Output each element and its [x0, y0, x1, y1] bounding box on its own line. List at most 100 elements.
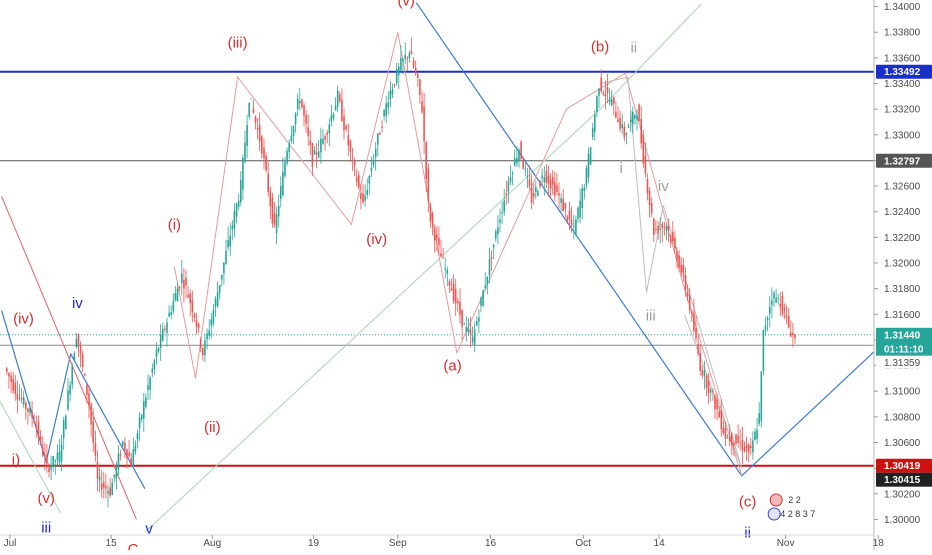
candle-body: [450, 288, 453, 291]
candle-body: [341, 99, 343, 121]
candle-body: [265, 155, 267, 171]
candle-body: [86, 384, 88, 395]
green-trendline-left[interactable]: [0, 389, 62, 514]
green-trendline[interactable]: [144, 3, 702, 533]
candle-body: [292, 126, 295, 136]
candle-body: [598, 88, 600, 96]
candle-body: [140, 414, 143, 420]
candle-body: [372, 160, 375, 166]
candle-body: [294, 113, 297, 125]
candle-body: [128, 452, 130, 457]
wave-label[interactable]: ii: [744, 524, 751, 541]
candle-body: [522, 161, 524, 169]
low-price-badge: 1.30415: [884, 475, 921, 486]
wave-label[interactable]: v: [145, 521, 153, 538]
candle-body: [541, 175, 543, 179]
candle-body: [237, 200, 240, 207]
price-tick-label: 1.33000: [884, 130, 921, 141]
wave-label[interactable]: (ii): [204, 419, 221, 436]
candle-body: [585, 167, 588, 186]
red-abc-wave-line[interactable]: [173, 32, 743, 476]
candle-body: [682, 264, 685, 274]
candle-body: [145, 397, 147, 407]
candle-body: [94, 443, 97, 456]
candle-body: [176, 288, 179, 302]
candle-body: [750, 445, 752, 448]
candle-body: [225, 250, 227, 264]
candle-body: [269, 190, 272, 207]
event-marker[interactable]: 2 2 4 2 8 3 7: [767, 493, 815, 521]
candle-body: [667, 226, 670, 231]
candle-body: [433, 228, 436, 241]
wave-label[interactable]: (iv): [366, 231, 387, 248]
candle-body: [317, 151, 320, 158]
candle-body: [69, 384, 71, 395]
wave-label[interactable]: iv: [658, 178, 669, 195]
candle-body: [400, 58, 402, 70]
candle-body: [629, 119, 632, 122]
candle-body: [790, 332, 792, 337]
wave-label[interactable]: iii: [646, 308, 656, 325]
candle-body: [640, 118, 642, 144]
wave-label[interactable]: (a): [443, 358, 461, 375]
candle-body: [193, 314, 196, 318]
candle-body: [351, 156, 354, 158]
candle-body: [202, 348, 204, 355]
event-flag-icon-2[interactable]: [767, 507, 781, 521]
candle-body: [446, 269, 449, 274]
candle-body: [212, 310, 215, 324]
candle-body: [305, 115, 307, 124]
price-tick-label: 1.33200: [884, 105, 921, 116]
wave-label[interactable]: C: [128, 541, 139, 555]
wave-label[interactable]: i): [12, 451, 20, 468]
candle-body: [457, 301, 459, 304]
wave-label[interactable]: (i): [168, 217, 181, 234]
wave-label[interactable]: (c): [739, 494, 757, 511]
candle-body: [79, 345, 82, 354]
candle-body: [663, 226, 666, 228]
level-badge-1.32797-bg: [876, 153, 932, 168]
candle-body: [758, 413, 760, 424]
price-tick-label: 1.30200: [884, 489, 921, 500]
candle-body: [22, 397, 25, 405]
candle-body: [516, 158, 518, 164]
candle-body: [452, 283, 455, 301]
candle-body: [159, 334, 162, 348]
wave-label[interactable]: (v): [397, 0, 415, 9]
price-tick-label: 1.33600: [884, 53, 921, 64]
candle-body: [756, 430, 758, 440]
event-flag-icon[interactable]: [769, 493, 783, 507]
candle-body: [570, 219, 573, 226]
candle-body: [760, 371, 763, 421]
candle-body: [115, 464, 118, 479]
wave-label[interactable]: iii: [41, 519, 51, 536]
price-tick-label: 1.34000: [884, 2, 921, 13]
candle-body: [688, 294, 691, 310]
candle-body: [343, 116, 345, 131]
candle-body: [575, 219, 577, 235]
candle-body: [98, 476, 101, 481]
candle-body: [497, 227, 499, 234]
wave-label[interactable]: (iv): [13, 310, 34, 327]
candle-body: [429, 205, 432, 222]
wave-label[interactable]: (b): [591, 38, 609, 55]
wave-label[interactable]: iv: [72, 295, 83, 312]
time-tick-label: Oct: [575, 538, 591, 549]
red-wave-line-left[interactable]: [1, 196, 137, 520]
time-tick-label: 15: [106, 538, 118, 549]
candle-body: [143, 401, 145, 419]
wave-label[interactable]: i: [620, 160, 623, 177]
candle-body: [381, 126, 383, 129]
candle-body: [478, 317, 480, 322]
candle-body: [244, 142, 246, 162]
candle-body: [766, 317, 769, 321]
blue-wave-line-left[interactable]: [1, 310, 146, 489]
wave-label[interactable]: ii: [630, 40, 637, 57]
wave-label[interactable]: (v): [37, 490, 55, 507]
candle-body: [684, 275, 687, 290]
price-tick-label: 1.32400: [884, 207, 921, 218]
wave-label[interactable]: (iii): [228, 35, 248, 52]
candle-body: [653, 218, 655, 235]
